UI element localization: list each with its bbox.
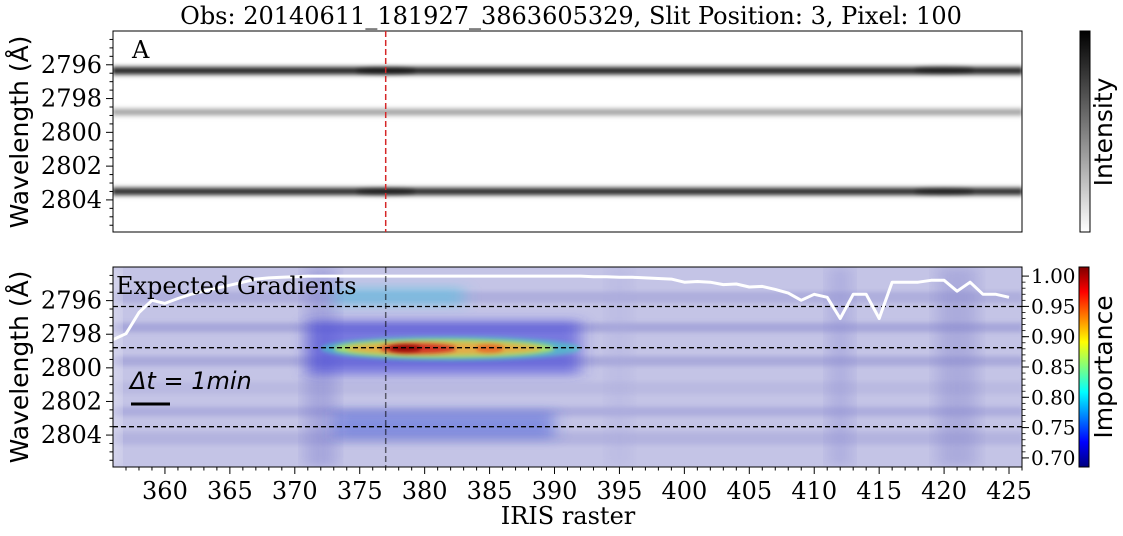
top-y-tick-label: 2804 [41,186,102,214]
top-y-axis-label: Wavelength (Å) [5,36,34,229]
importance-column [607,267,632,467]
x-tick-label: 425 [986,477,1032,505]
line-intensity-knot [355,188,416,195]
right-axis-tick-label: 0.80 [1031,385,1076,409]
importance-colorbar [1078,266,1090,468]
top-y-tick-label: 2802 [41,152,102,180]
importance-hotspot-peak [389,345,422,353]
importance-colorbar-label: Importance [1089,295,1118,438]
line-intensity-knot [914,66,975,73]
importance-band [113,291,1022,303]
x-tick-label: 405 [726,477,772,505]
intensity-background [113,31,1022,232]
x-tick-label: 360 [142,477,188,505]
x-tick-label: 380 [402,477,448,505]
x-tick-label: 420 [921,477,967,505]
top-axes-frame [112,30,1023,233]
right-axis-tick-label: 0.90 [1031,325,1076,349]
right-axis-tick-label: 0.75 [1031,416,1076,440]
x-axis-label: IRIS raster [501,502,636,530]
bottom-y-tick-label: 2798 [41,320,102,348]
importance-curve [113,274,1010,342]
x-tick-label: 385 [467,477,513,505]
bottom-y-axis-label: Wavelength (Å) [5,271,34,464]
bottom-y-tick-label: 2800 [41,354,102,382]
spectral-line [113,188,1022,194]
top-y-tick-label: 2798 [41,85,102,113]
importance-column [937,267,978,467]
importance-band [113,432,1022,445]
importance-band [113,381,1022,395]
top-y-tick-label: 2800 [41,118,102,146]
right-axis-tick-label: 0.95 [1031,294,1076,318]
bottom-y-tick-label: 2802 [41,387,102,415]
chart-title: Obs: 20140611_181927_3863605329, Slit Po… [180,2,962,30]
intensity-colorbar-label: Intensity [1089,77,1118,186]
intensity-colorbar [1079,30,1091,233]
x-tick-label: 400 [661,477,707,505]
importance-column [113,267,120,467]
bottom-y-tick-label: 2796 [41,287,102,315]
spectral-line [113,68,1022,74]
right-axis-tick-label: 1.00 [1031,264,1076,288]
x-tick-label: 395 [597,477,643,505]
x-tick-label: 410 [791,477,837,505]
importance-region [333,411,555,439]
importance-column [828,267,853,467]
importance-hotspot-core [475,344,504,353]
line-intensity-knot [914,188,975,195]
right-axis-tick-label: 0.85 [1031,355,1076,379]
x-tick-label: 365 [207,477,253,505]
importance-region [333,287,464,306]
panel-letter: A [131,36,150,64]
right-axis-tick-label: 0.70 [1031,446,1076,470]
x-tick-label: 415 [856,477,902,505]
time-scale-label: Δt = 1min [128,367,252,395]
top-y-tick-label: 2796 [41,51,102,79]
x-tick-label: 390 [532,477,578,505]
spectral-line [113,109,1022,115]
annotation-label: Expected Gradients [116,272,357,300]
importance-heatmap [113,267,1022,467]
bottom-y-tick-label: 2804 [41,421,102,449]
x-tick-label: 370 [272,477,318,505]
importance-band [113,406,1022,417]
x-tick-label: 375 [337,477,383,505]
intensity-heatmap [113,31,1022,232]
